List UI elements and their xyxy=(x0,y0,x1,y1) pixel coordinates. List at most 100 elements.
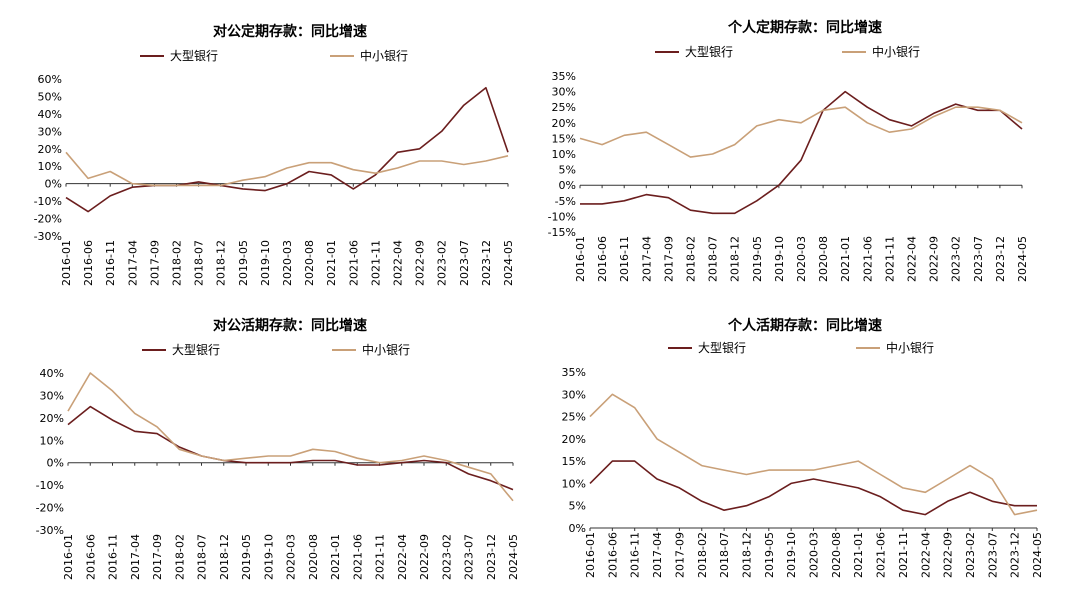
x-tick-label: 2016-11 xyxy=(629,532,642,578)
x-tick-label: 2020-08 xyxy=(307,534,320,580)
x-tick-label: 2016-06 xyxy=(596,236,609,282)
x-tick-label: 2022-04 xyxy=(919,532,932,578)
x-tick-label: 2022-09 xyxy=(418,534,431,580)
y-tick-label: 60% xyxy=(38,73,62,86)
y-tick-label: -10% xyxy=(34,195,62,208)
y-tick-label: 0% xyxy=(569,522,586,535)
y-tick-label: 50% xyxy=(38,90,62,103)
x-tick-label: 2017-09 xyxy=(148,240,161,286)
x-tick-label: 2019-05 xyxy=(237,240,250,286)
x-tick-label: 2020-03 xyxy=(285,534,298,580)
y-tick-label: -15% xyxy=(548,226,576,239)
x-tick-label: 2021-01 xyxy=(839,236,852,282)
x-tick-label: 2016-01 xyxy=(574,236,587,282)
x-tick-label: 2016-11 xyxy=(618,236,631,282)
y-tick-label: 15% xyxy=(562,455,586,468)
x-tick-label: 2019-10 xyxy=(773,236,786,282)
chart-title: 个人活期存款：同比增速 xyxy=(727,317,882,334)
x-tick-label: 2021-01 xyxy=(852,532,865,578)
y-tick-label: -20% xyxy=(34,213,62,226)
y-tick-label: 30% xyxy=(38,125,62,138)
y-tick-label: 15% xyxy=(552,132,576,145)
x-tick-label: 2023-07 xyxy=(986,532,999,578)
x-tick-label: 2018-02 xyxy=(171,240,184,286)
x-tick-label: 2016-11 xyxy=(107,534,120,580)
x-tick-label: 2018-07 xyxy=(193,240,206,286)
x-tick-label: 2016-06 xyxy=(606,532,619,578)
x-tick-label: 2018-07 xyxy=(718,532,731,578)
y-tick-label: -20% xyxy=(36,502,64,515)
series-line-large-banks xyxy=(589,460,1037,516)
legend-label: 中小银行 xyxy=(362,342,410,357)
series-line-small-medium-banks xyxy=(65,151,509,187)
x-tick-label: 2021-06 xyxy=(861,236,874,282)
y-tick-label: -30% xyxy=(36,524,64,537)
x-tick-label: 2018-12 xyxy=(215,240,228,286)
y-tick-label: -10% xyxy=(36,479,64,492)
x-tick-label: 2023-02 xyxy=(964,532,977,578)
legend-label: 中小银行 xyxy=(360,48,408,63)
x-tick-label: 2023-07 xyxy=(458,240,471,286)
x-tick-label: 2024-05 xyxy=(507,534,520,580)
y-tick-label: 30% xyxy=(552,86,576,99)
y-tick-label: 10% xyxy=(38,160,62,173)
x-tick-label: 2018-02 xyxy=(173,534,186,580)
x-tick-label: 2017-04 xyxy=(640,236,653,282)
x-tick-label: 2024-05 xyxy=(1016,236,1029,282)
x-tick-label: 2020-03 xyxy=(795,236,808,282)
x-tick-label: 2022-09 xyxy=(928,236,941,282)
x-tick-label: 2017-04 xyxy=(129,534,142,580)
x-tick-label: 2021-06 xyxy=(875,532,888,578)
series-line-small-medium-banks xyxy=(589,393,1038,516)
legend-label: 大型银行 xyxy=(170,49,218,63)
legend-label: 大型银行 xyxy=(172,343,220,357)
x-tick-label: 2018-12 xyxy=(218,534,231,580)
legend-label: 大型银行 xyxy=(698,341,746,355)
x-tick-label: 2019-10 xyxy=(259,240,272,286)
x-tick-label: 2020-03 xyxy=(808,532,821,578)
x-tick-label: 2022-09 xyxy=(942,532,955,578)
y-tick-label: 40% xyxy=(40,367,64,380)
x-tick-label: 2019-05 xyxy=(763,532,776,578)
y-tick-label: 10% xyxy=(40,434,64,447)
y-tick-label: 5% xyxy=(559,164,576,177)
y-tick-label: 40% xyxy=(38,108,62,121)
x-tick-label: 2017-04 xyxy=(126,240,139,286)
x-tick-label: 2017-04 xyxy=(651,532,664,578)
y-tick-label: 0% xyxy=(45,178,62,191)
legend-label: 大型银行 xyxy=(685,45,733,59)
y-tick-label: 35% xyxy=(552,70,576,83)
x-tick-label: 2018-02 xyxy=(696,532,709,578)
x-tick-label: 2018-12 xyxy=(740,532,753,578)
x-tick-label: 2023-12 xyxy=(485,534,498,580)
y-tick-label: 30% xyxy=(562,388,586,401)
x-tick-label: 2016-06 xyxy=(82,240,95,286)
y-tick-label: 10% xyxy=(562,477,586,490)
x-tick-label: 2020-03 xyxy=(281,240,294,286)
x-tick-label: 2021-11 xyxy=(369,240,382,286)
x-tick-label: 2019-05 xyxy=(240,534,253,580)
y-tick-label: 10% xyxy=(552,148,576,161)
x-tick-label: 2021-11 xyxy=(897,532,910,578)
x-tick-label: 2016-01 xyxy=(62,534,75,580)
series-line-small-medium-banks xyxy=(67,372,514,502)
y-tick-label: 20% xyxy=(562,433,586,446)
x-tick-label: 2022-04 xyxy=(392,240,405,286)
x-tick-label: 2019-10 xyxy=(785,532,798,578)
chart-title: 对公定期存款：同比增速 xyxy=(213,23,367,40)
y-tick-label: 5% xyxy=(569,500,586,513)
y-tick-label: 20% xyxy=(38,143,62,156)
x-tick-label: 2021-01 xyxy=(329,534,342,580)
x-tick-label: 2018-07 xyxy=(196,534,209,580)
x-tick-label: 2023-02 xyxy=(436,240,449,286)
x-tick-label: 2023-12 xyxy=(994,236,1007,282)
x-tick-label: 2021-11 xyxy=(374,534,387,580)
x-tick-label: 2020-08 xyxy=(817,236,830,282)
x-tick-label: 2023-02 xyxy=(950,236,963,282)
y-tick-label: 0% xyxy=(47,457,64,470)
chart-title: 对公活期存款：同比增速 xyxy=(213,317,367,334)
x-tick-label: 2020-08 xyxy=(303,240,316,286)
x-tick-label: 2021-11 xyxy=(883,236,896,282)
y-tick-label: -30% xyxy=(34,230,62,243)
